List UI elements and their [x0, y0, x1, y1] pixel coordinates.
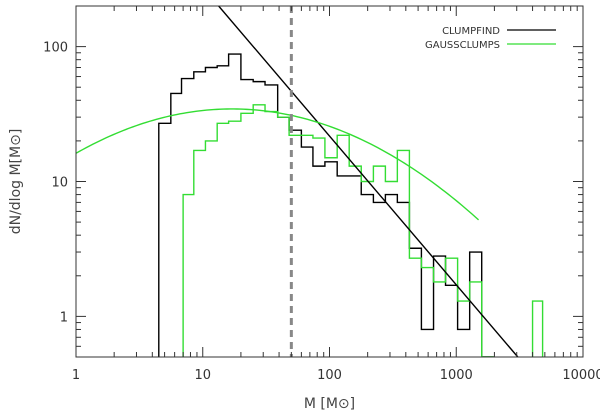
y-tick-label: 10 — [51, 176, 68, 191]
plot-frame — [75, 5, 584, 358]
axis-ticks: 1 10 100 1000 10000 1 10 100 — [43, 5, 600, 383]
x-tick-label: 1000 — [440, 368, 473, 383]
y-axis-label: dN/dlog M[M⊙] — [8, 129, 24, 235]
legend-label-gaussclumps: GAUSSCLUMPS — [425, 40, 500, 51]
fit-curve-gaussclumps — [76, 108, 480, 221]
legend-label-clumpfind: CLUMPFIND — [442, 26, 500, 37]
plot-area — [76, 6, 544, 357]
y-tick-label: 100 — [43, 41, 68, 56]
histogram-gaussclumps-2 — [531, 300, 544, 357]
fit-line-clumpfind — [218, 6, 519, 357]
x-tick-label: 1 — [72, 368, 80, 383]
x-tick-label: 10000 — [562, 368, 600, 383]
x-tick-label: 100 — [317, 368, 342, 383]
histogram-gaussclumps-1 — [182, 104, 494, 357]
histogram-clumpfind-0 — [158, 53, 494, 357]
x-axis-label: M [M⊙] — [304, 396, 355, 412]
legend: CLUMPFIND GAUSSCLUMPS — [425, 26, 556, 51]
x-tick-label: 10 — [194, 368, 211, 383]
y-tick-label: 1 — [60, 310, 68, 325]
